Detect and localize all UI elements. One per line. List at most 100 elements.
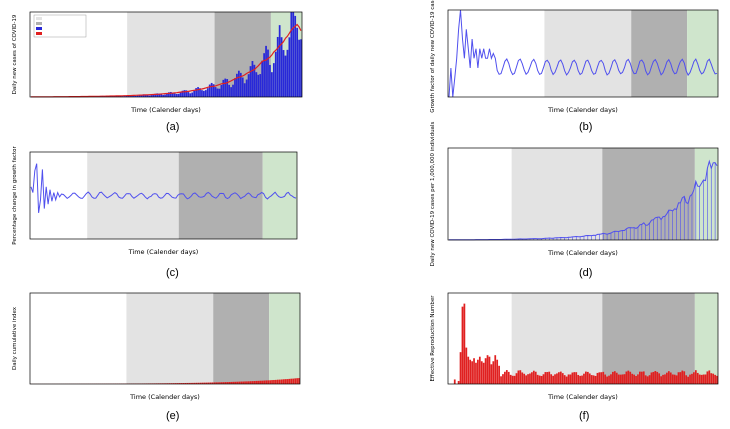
bar-a-84 — [193, 90, 196, 97]
bar-a-111 — [245, 79, 248, 97]
x-axis-label-c: Time (Calender days) — [128, 248, 199, 256]
bar-e-92 — [207, 382, 210, 384]
bar-f-36 — [517, 370, 520, 384]
bar-a-126 — [274, 51, 277, 97]
axes-frame-c — [29, 151, 298, 240]
bar-f-120 — [679, 372, 682, 384]
bar-f-59 — [561, 373, 564, 384]
bar-a-114 — [251, 61, 254, 97]
bar-f-99 — [639, 371, 641, 384]
x-axis-label-b: Time (Calender days) — [547, 106, 618, 114]
bar-a-89 — [203, 90, 205, 97]
bar-f-117 — [673, 374, 676, 384]
bar-e-122 — [265, 380, 268, 384]
chart-panel-c: Time (Calender days) Percentage change in… — [12, 146, 298, 256]
bar-e-124 — [269, 380, 271, 384]
bar-f-8 — [463, 303, 466, 384]
bar-f-80 — [602, 371, 605, 384]
bar-f-93 — [627, 370, 630, 384]
bar-a-82 — [189, 93, 192, 97]
y-axis-label-d: Daily new COVID-19 cases per 1,000,000 i… — [430, 122, 436, 267]
bar-f-23 — [492, 361, 495, 384]
bar-f-9 — [465, 347, 468, 384]
bar-f-18 — [482, 362, 485, 384]
bar-a-86 — [197, 87, 199, 97]
bar-f-71 — [585, 371, 587, 384]
bar-f-13 — [473, 358, 475, 384]
bar-f-41 — [527, 374, 529, 384]
bar-f-101 — [642, 371, 645, 384]
bar-e-105 — [232, 381, 235, 384]
bar-e-76 — [176, 383, 179, 384]
bar-f-42 — [529, 373, 531, 384]
bar-f-139 — [716, 375, 718, 384]
bar-f-14 — [475, 362, 477, 384]
bar-f-60 — [563, 375, 566, 384]
bar-a-119 — [261, 60, 264, 97]
bar-f-135 — [708, 370, 711, 384]
bar-a-101 — [226, 79, 229, 97]
phase-region-dark — [602, 148, 695, 240]
bar-a-72 — [169, 91, 172, 97]
bar-f-45 — [534, 371, 537, 384]
bar-a-70 — [166, 93, 168, 97]
bar-f-88 — [617, 374, 620, 384]
bar-f-118 — [675, 375, 678, 384]
bar-f-81 — [604, 374, 607, 384]
bar-a-137 — [296, 27, 299, 97]
bar-a-127 — [276, 36, 279, 97]
bar-f-32 — [509, 374, 512, 384]
bar-f-30 — [505, 370, 508, 384]
bar-e-139 — [298, 378, 300, 384]
bar-e-112 — [246, 381, 248, 384]
phase-region-dark — [213, 293, 270, 384]
bar-f-35 — [515, 373, 518, 384]
bar-f-128 — [694, 370, 697, 384]
y-axis-label-f: Effective Reproduction Number — [430, 295, 436, 382]
bar-f-65 — [573, 372, 576, 384]
bar-f-7 — [461, 306, 464, 384]
bar-f-90 — [621, 374, 624, 384]
bar-a-48 — [123, 96, 126, 97]
bar-e-106 — [234, 381, 237, 384]
bar-a-73 — [171, 92, 174, 97]
bar-f-133 — [704, 374, 707, 384]
axes-frame-b — [447, 9, 719, 98]
bar-e-84 — [192, 382, 194, 384]
bar-f-121 — [681, 370, 684, 384]
axes-frame-d — [447, 147, 719, 241]
phase-region-dark — [178, 152, 263, 239]
bar-a-131 — [284, 55, 287, 97]
bar-e-79 — [182, 383, 185, 384]
bar-f-110 — [660, 376, 662, 384]
bar-e-77 — [178, 383, 181, 384]
bar-a-93 — [210, 82, 213, 97]
bar-a-132 — [286, 49, 289, 97]
bar-e-74 — [172, 383, 175, 384]
bar-a-92 — [208, 84, 211, 97]
bar-f-15 — [477, 359, 479, 384]
legend-swatch-0 — [36, 17, 42, 20]
bar-e-85 — [194, 382, 196, 384]
chart-panel-d: Time (Calender days) Daily new COVID-19 c… — [430, 122, 719, 267]
bar-e-138 — [296, 378, 298, 384]
bar-f-29 — [504, 371, 506, 384]
phase-region-green — [269, 293, 300, 384]
bar-f-85 — [612, 371, 614, 384]
bar-a-125 — [272, 63, 275, 97]
y-axis-label-a: Daily new cases of COVID-19 — [12, 14, 18, 94]
bar-f-46 — [536, 374, 539, 384]
bar-a-67 — [160, 94, 163, 97]
bar-a-117 — [257, 74, 260, 97]
bar-a-56 — [138, 95, 141, 97]
bar-a-60 — [146, 95, 149, 97]
panel-label-e: (e) — [166, 410, 180, 422]
chart-panel-b: Time (Calender days) Growth factor of dai… — [430, 0, 719, 114]
bar-e-116 — [253, 381, 256, 384]
bar-a-98 — [220, 85, 223, 97]
phase-region-green — [694, 293, 718, 384]
bar-e-97 — [217, 382, 219, 384]
bar-a-66 — [158, 93, 161, 97]
bar-f-33 — [511, 375, 514, 384]
bar-f-107 — [654, 371, 657, 384]
